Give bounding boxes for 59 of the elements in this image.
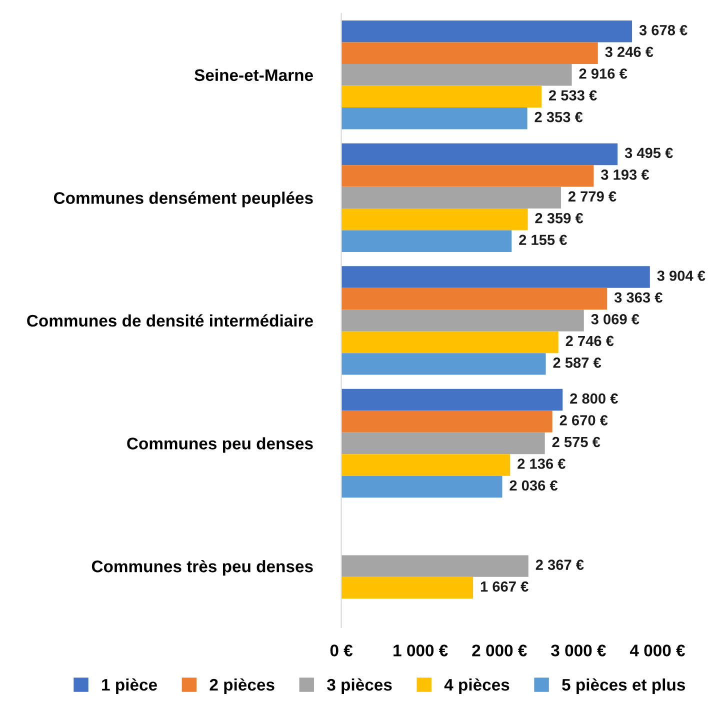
bar [341, 388, 563, 411]
bar [341, 107, 528, 130]
data-label: 2 746 € [566, 336, 614, 346]
bar [341, 331, 558, 354]
data-label: 2 367 € [536, 560, 584, 570]
data-label: 2 353 € [534, 112, 583, 122]
data-label: 2 916 € [579, 68, 628, 79]
data-label: 3 904 € [657, 270, 706, 281]
x-tick-label: 4 000 € [630, 644, 686, 656]
bar [341, 288, 608, 310]
data-label: 2 533 € [548, 90, 597, 101]
y-tick-label: Communes de densité intermédiaire [27, 314, 313, 327]
data-label: 2 670 € [560, 415, 608, 426]
data-label: 2 136 € [518, 458, 566, 469]
y-tick-label: Seine-et-Marne [194, 68, 313, 82]
bar [341, 230, 512, 252]
bar [341, 208, 528, 230]
data-label: 3 193 € [600, 170, 650, 180]
legend-label: 3 pièces [327, 678, 392, 694]
bar [341, 143, 618, 166]
x-tick-label: 2 000 € [472, 644, 527, 656]
data-label: 3 678 € [639, 24, 688, 36]
y-tick-label: Communes très peu denses [92, 560, 313, 576]
data-label: 2 155 € [519, 234, 567, 246]
bar [341, 555, 528, 577]
data-label: 3 363 € [614, 292, 662, 303]
bar [341, 310, 584, 332]
bar [341, 454, 510, 476]
y-tick-label: Communes densément peuplées [54, 192, 313, 208]
bar [341, 476, 502, 498]
data-label: 3 246 € [605, 46, 654, 58]
x-tick-label: 3 000 € [551, 644, 606, 656]
bar [341, 186, 561, 209]
bar [341, 410, 552, 432]
x-tick-label: 1 000 € [394, 644, 448, 656]
bar [341, 64, 572, 86]
legend-label: 2 pièces [210, 678, 274, 694]
data-label: 3 069 € [591, 314, 640, 324]
legend-label: 4 pièces [444, 678, 510, 694]
legend-label: 5 pièces et plus [562, 678, 685, 694]
x-tick-label: 0 € [330, 644, 353, 656]
bar [341, 86, 542, 108]
legend-label: 1 pièce [102, 678, 157, 694]
bar [341, 42, 598, 64]
data-label: 2 587 € [553, 358, 602, 368]
data-label: 1 667 € [480, 581, 528, 592]
data-label: 2 800 € [570, 393, 618, 404]
bar [341, 20, 632, 42]
data-label: 2 036 € [510, 480, 558, 491]
bar [341, 432, 545, 454]
bar [341, 353, 546, 375]
data-label: 2 359 € [535, 212, 584, 224]
data-label: 3 495 € [624, 148, 673, 158]
bar [341, 266, 650, 288]
bar [341, 576, 474, 599]
bar [341, 165, 594, 187]
y-tick-label: Communes peu denses [127, 437, 313, 453]
data-label: 2 779 € [568, 191, 616, 202]
data-label: 2 575 € [552, 436, 600, 448]
